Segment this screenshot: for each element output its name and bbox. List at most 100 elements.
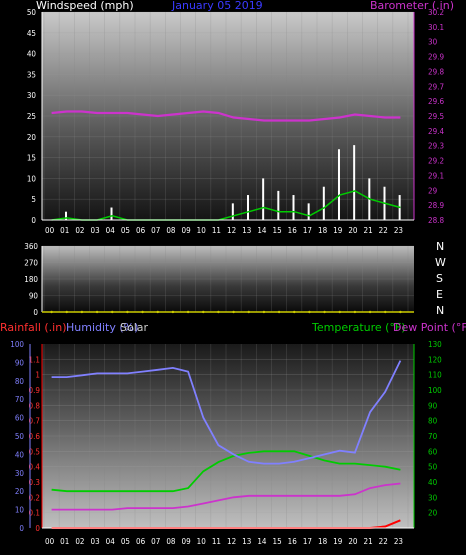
barometer-tick-label: 28.8 [428, 216, 444, 225]
humidity-tick-label: 70 [15, 395, 25, 404]
rain-tick-label: 0 [35, 524, 40, 533]
temp-tick-label: 100 [428, 386, 442, 395]
rain-tick-label: 0.8 [29, 401, 41, 410]
temp-tick-label: 80 [428, 417, 438, 426]
hour-tick-label: 21 [364, 226, 373, 235]
hour-tick-label: 13 [242, 226, 251, 235]
hour-tick-label: 09 [182, 226, 192, 235]
temp-tick-label: 20 [428, 509, 438, 518]
barometer-tick-label: 29.6 [428, 97, 444, 106]
hour-tick-label: 20 [348, 226, 358, 235]
hour-tick-label: 15 [273, 226, 282, 235]
rain-tick-label: 0.6 [29, 432, 41, 441]
wind-tick-label: 45 [27, 29, 36, 38]
hour-tick-label: 08 [166, 226, 176, 235]
hour-tick-label: 01 [60, 226, 69, 235]
direction-panel-bg [42, 246, 414, 312]
barometer-tick-label: 28.9 [428, 201, 444, 210]
climate-panel-bg [42, 344, 414, 528]
hour-tick-label: 03 [91, 537, 100, 546]
humidity-tick-label: 50 [15, 432, 25, 441]
wind-tick-label: 30 [27, 91, 37, 100]
barometer-tick-label: 30.1 [428, 23, 444, 32]
direction-tick-label: 270 [24, 259, 38, 268]
hour-tick-label: 08 [166, 537, 176, 546]
hour-tick-label: 03 [91, 226, 100, 235]
hour-tick-label: 14 [257, 537, 267, 546]
hour-tick-label: 01 [60, 537, 69, 546]
humidity-tick-label: 90 [15, 358, 25, 367]
hour-tick-label: 14 [257, 226, 267, 235]
compass-n-bottom: N [436, 304, 444, 317]
hour-tick-label: 06 [136, 226, 146, 235]
temp-tick-label: 130 [428, 340, 442, 349]
temperature-line [51, 450, 401, 493]
hour-tick-label: 11 [212, 537, 221, 546]
hour-tick-label: 04 [106, 537, 116, 546]
hour-tick-label: 10 [197, 537, 207, 546]
hour-tick-label: 16 [288, 226, 298, 235]
rain-tick-label: 0.9 [29, 386, 41, 395]
hour-tick-label: 21 [364, 537, 373, 546]
windspeed-line [51, 190, 401, 221]
hour-tick-label: 00 [45, 226, 55, 235]
hour-tick-label: 11 [212, 226, 221, 235]
rain-tick-label: 0.3 [29, 478, 40, 487]
humidity-label: Humidity (%) [66, 321, 138, 334]
wind-tick-label: 35 [27, 70, 36, 79]
barometer-tick-label: 29.4 [428, 127, 444, 136]
temp-tick-label: 90 [428, 401, 438, 410]
barometer-tick-label: 29 [428, 186, 438, 195]
rain-tick-label: 1 [35, 371, 40, 380]
wind-tick-label: 5 [31, 195, 36, 204]
barometer-tick-label: 29.8 [428, 67, 444, 76]
dewpoint-line [51, 482, 401, 511]
direction-tick-label: 90 [29, 292, 39, 301]
wind-tick-label: 0 [31, 216, 36, 225]
hour-tick-label: 00 [45, 537, 55, 546]
hour-tick-label: 17 [303, 537, 312, 546]
hour-tick-label: 13 [242, 537, 251, 546]
direction-tick-label: 360 [24, 242, 38, 251]
wind-tick-label: 50 [27, 8, 37, 17]
direction-tick-label: 0 [33, 308, 38, 317]
rain-tick-label: 1.1 [29, 355, 40, 364]
humidity-tick-label: 40 [15, 450, 25, 459]
hour-tick-label: 06 [136, 537, 146, 546]
barometer-tick-label: 29.9 [428, 53, 444, 62]
compass-e: E [436, 288, 443, 301]
rain-tick-label: 0.5 [29, 447, 40, 456]
barometer-tick-label: 29.3 [428, 142, 444, 151]
hour-tick-label: 15 [273, 537, 282, 546]
hour-tick-label: 23 [394, 226, 403, 235]
hour-tick-label: 05 [121, 226, 130, 235]
rain-tick-label: 0.4 [29, 463, 41, 472]
hour-tick-label: 19 [333, 537, 343, 546]
rain-tick-label: 0.2 [29, 493, 40, 502]
barometer-label: Barometer (.in) [370, 0, 454, 12]
wind-tick-label: 20 [27, 133, 37, 142]
hour-tick-label: 22 [379, 226, 388, 235]
barometer-tick-label: 29.5 [428, 112, 444, 121]
hour-tick-label: 05 [121, 537, 130, 546]
temp-tick-label: 40 [428, 478, 438, 487]
barometer-line [51, 110, 401, 122]
temp-tick-label: 110 [428, 371, 442, 380]
hour-tick-label: 18 [318, 226, 328, 235]
tick-labels: 0510152025303540455028.828.92929.129.229… [10, 8, 444, 546]
barometer-tick-label: 30.2 [428, 8, 444, 17]
hour-tick-label: 12 [227, 537, 236, 546]
wind-tick-label: 25 [27, 112, 36, 121]
solar-label: Solar [120, 321, 149, 334]
temp-tick-label: 30 [428, 493, 438, 502]
dewpoint-label: Dew Point (°F) [393, 321, 466, 334]
hour-tick-label: 23 [394, 537, 403, 546]
compass-w: W [435, 256, 446, 269]
hour-tick-label: 17 [303, 226, 312, 235]
hour-tick-label: 19 [333, 226, 343, 235]
wind-tick-label: 40 [27, 50, 37, 59]
hour-tick-label: 12 [227, 226, 236, 235]
hour-tick-label: 18 [318, 537, 328, 546]
